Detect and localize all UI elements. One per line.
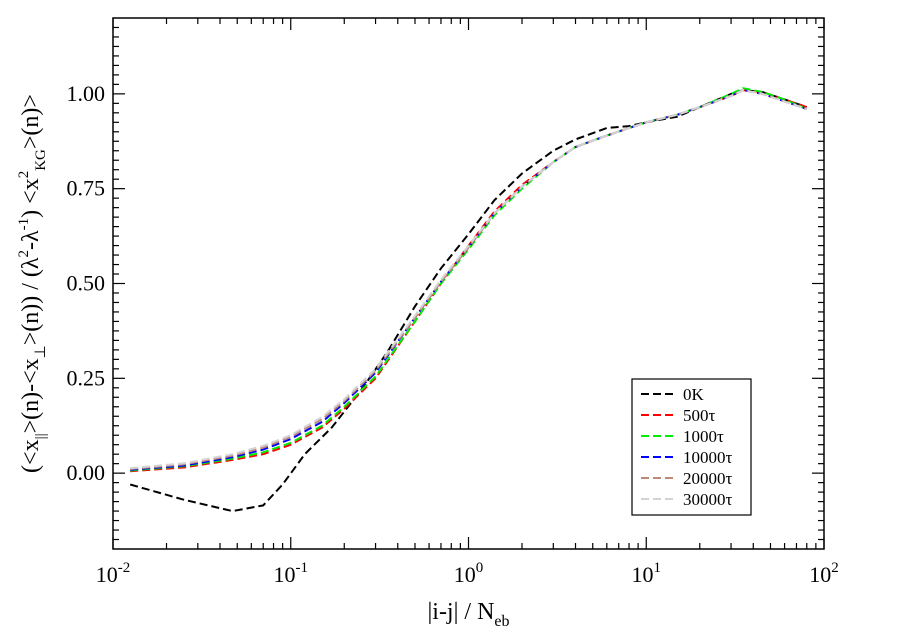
x-tick-label-4: 102 [809,560,839,587]
x-tick-label-1: 10-1 [274,560,309,587]
legend-label-3: 10000τ [683,448,733,467]
legend-label-4: 20000τ [683,469,733,488]
legend: 0K 500τ 1000τ 10000τ 20000τ 30000τ [631,378,752,516]
y-tick-label-4: 1.00 [67,81,106,106]
y-tick-labels: 0.00 0.25 0.50 0.75 1.00 [67,81,106,485]
y-tick-label-0: 0.00 [67,460,106,485]
series-layer [129,87,808,513]
x-tick-label-3: 101 [632,560,662,587]
series-line-2 [130,87,808,472]
legend-label-2: 1000τ [683,427,724,446]
x-axis-title: |i-j| / Neb [427,599,509,630]
y-tick-label-3: 0.75 [67,176,106,201]
series-line-5 [130,89,808,470]
legend-label-5: 30000τ [683,490,733,509]
x-tick-labels: 10-2 10-1 100 101 102 [96,560,839,587]
x-tick-label-0: 10-2 [96,560,131,587]
y-tick-label-1: 0.25 [67,365,106,390]
legend-label-1: 500τ [683,406,716,425]
y-axis-title: (<x||>(n)-<x⊥>(n)) / (λ2-λ-1) <x2KG>(n)> [16,94,49,473]
tick-layer [112,18,825,549]
legend-box [631,378,752,516]
legend-label-0: 0K [683,385,705,404]
x-tick-label-2: 100 [454,560,484,587]
y-tick-label-2: 0.50 [67,271,106,296]
